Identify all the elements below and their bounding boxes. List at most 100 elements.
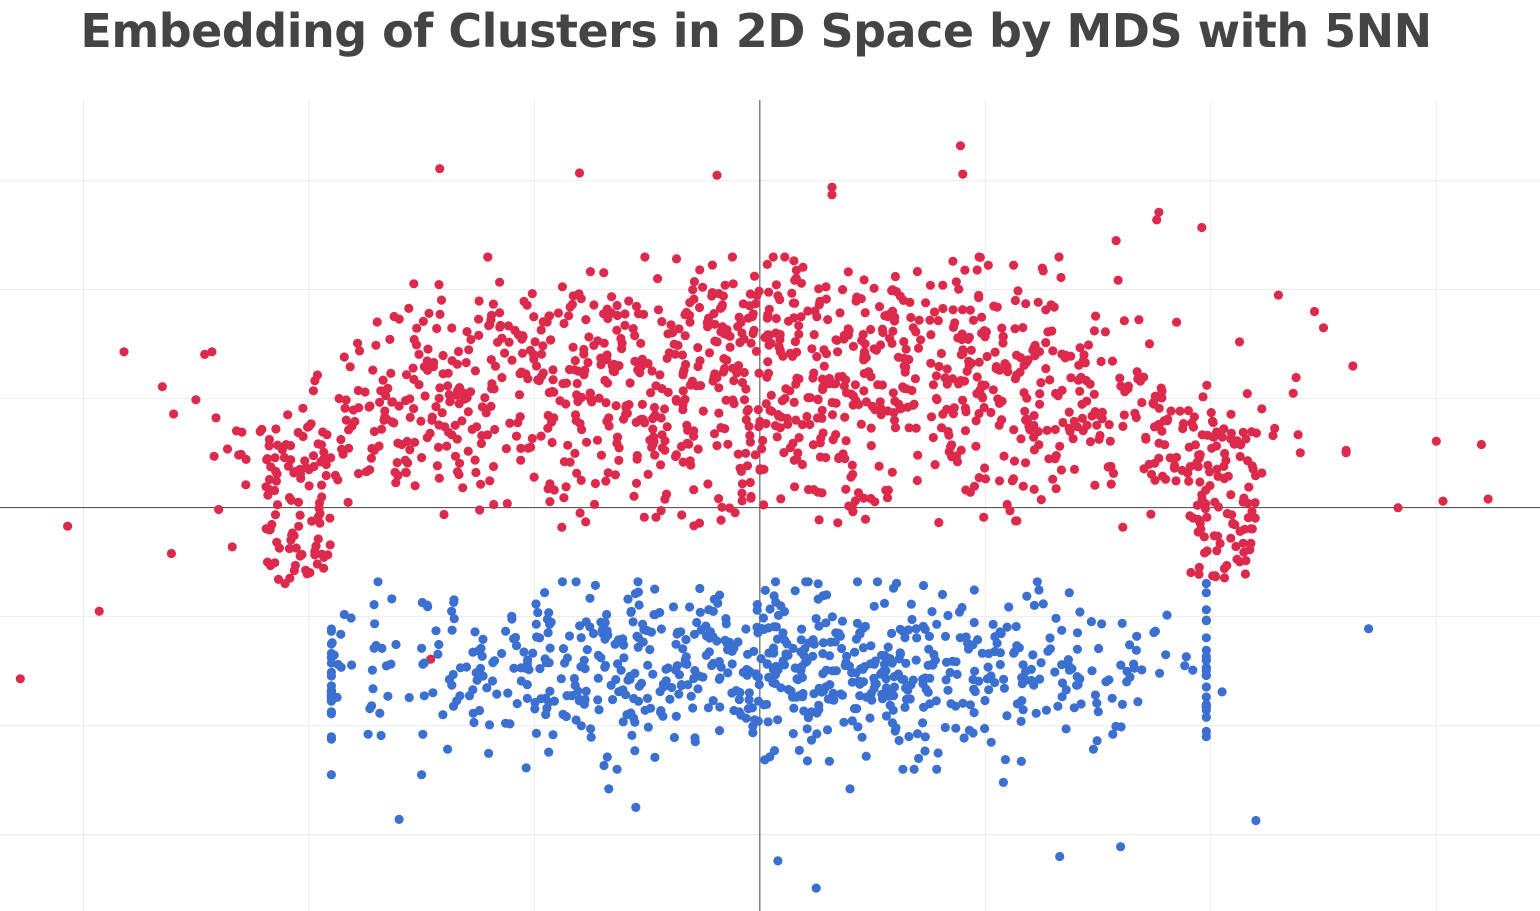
red-point xyxy=(1150,458,1160,468)
red-point xyxy=(405,394,415,404)
blue-point xyxy=(1072,628,1083,638)
blue-point xyxy=(636,678,647,689)
blue-point xyxy=(1180,661,1190,671)
blue-point xyxy=(530,704,540,714)
red-point xyxy=(847,460,857,470)
blue-point xyxy=(688,703,698,713)
red-point xyxy=(1051,484,1061,494)
blue-point xyxy=(831,666,842,676)
red-point xyxy=(1019,360,1029,370)
red-point xyxy=(948,322,959,332)
blue-point xyxy=(638,637,648,647)
red-point xyxy=(501,444,511,454)
blue-point xyxy=(648,669,658,679)
blue-point xyxy=(618,717,628,727)
blue-point xyxy=(656,624,667,634)
blue-point xyxy=(484,720,495,730)
blue-point xyxy=(998,777,1009,788)
blue-point xyxy=(769,648,779,658)
red-point xyxy=(838,449,848,459)
blue-point xyxy=(669,732,680,743)
red-point xyxy=(689,277,700,287)
red-point xyxy=(1015,367,1025,377)
blue-point xyxy=(825,680,835,690)
red-point xyxy=(548,375,558,385)
red-point xyxy=(476,438,486,449)
red-point xyxy=(610,366,620,377)
blue-point xyxy=(723,668,733,678)
blue-point xyxy=(1069,703,1079,713)
blue-point xyxy=(655,687,665,697)
red-point xyxy=(977,380,987,390)
red-point xyxy=(504,337,514,347)
red-point xyxy=(655,370,665,380)
red-point xyxy=(994,476,1005,486)
blue-point xyxy=(1107,693,1117,703)
red-point xyxy=(527,433,537,444)
blue-point xyxy=(1088,744,1098,754)
red-point xyxy=(793,448,803,458)
red-point xyxy=(719,354,729,364)
blue-point xyxy=(753,672,764,682)
blue-point xyxy=(373,577,383,587)
blue-point xyxy=(590,580,601,591)
blue-point xyxy=(852,618,863,628)
red-point xyxy=(648,424,658,434)
red-point xyxy=(559,457,570,467)
blue-point xyxy=(1181,652,1191,662)
blue-point xyxy=(861,751,871,761)
blue-point xyxy=(630,589,641,599)
red-point xyxy=(1010,295,1021,306)
red-point xyxy=(583,357,593,368)
red-point xyxy=(1051,451,1061,461)
blue-point xyxy=(468,685,478,695)
red-point xyxy=(860,308,870,318)
blue-point xyxy=(734,695,744,705)
red-point xyxy=(960,265,970,275)
blue-point xyxy=(391,639,401,650)
blue-point xyxy=(986,671,996,681)
red-point xyxy=(507,355,517,365)
blue-point xyxy=(858,643,869,653)
blue-point xyxy=(901,658,911,669)
red-point xyxy=(561,482,571,492)
blue-point xyxy=(1016,756,1026,767)
blue-point xyxy=(797,624,807,634)
blue-point xyxy=(779,660,790,670)
red-point xyxy=(977,312,987,322)
red-point xyxy=(312,559,322,569)
red-point xyxy=(561,378,572,388)
blue-point xyxy=(970,686,980,697)
blue-point xyxy=(871,679,881,689)
blue-point xyxy=(849,704,860,714)
red-point xyxy=(776,494,786,504)
red-point xyxy=(814,284,824,294)
red-point xyxy=(948,256,958,266)
blue-point xyxy=(661,664,671,674)
red-point xyxy=(462,393,472,403)
red-point xyxy=(1217,432,1227,442)
blue-point xyxy=(844,661,855,671)
blue-point xyxy=(1061,685,1071,695)
blue-point xyxy=(940,722,950,733)
red-point xyxy=(601,476,611,486)
red-point xyxy=(1044,454,1054,464)
blue-point xyxy=(1017,696,1027,706)
red-point xyxy=(580,365,590,375)
blue-point xyxy=(813,579,823,589)
blue-point xyxy=(977,648,987,658)
blue-point xyxy=(773,665,783,675)
red-point xyxy=(369,426,379,437)
blue-point xyxy=(882,685,893,695)
red-point xyxy=(819,345,829,355)
red-point xyxy=(1118,421,1128,431)
red-point xyxy=(1235,451,1245,462)
red-point xyxy=(755,464,765,474)
red-point xyxy=(805,419,815,430)
red-point xyxy=(1431,436,1441,446)
red-point xyxy=(1118,522,1128,532)
blue-point xyxy=(680,658,690,669)
red-point xyxy=(743,313,753,323)
red-point xyxy=(1137,398,1147,408)
red-point xyxy=(631,417,641,427)
